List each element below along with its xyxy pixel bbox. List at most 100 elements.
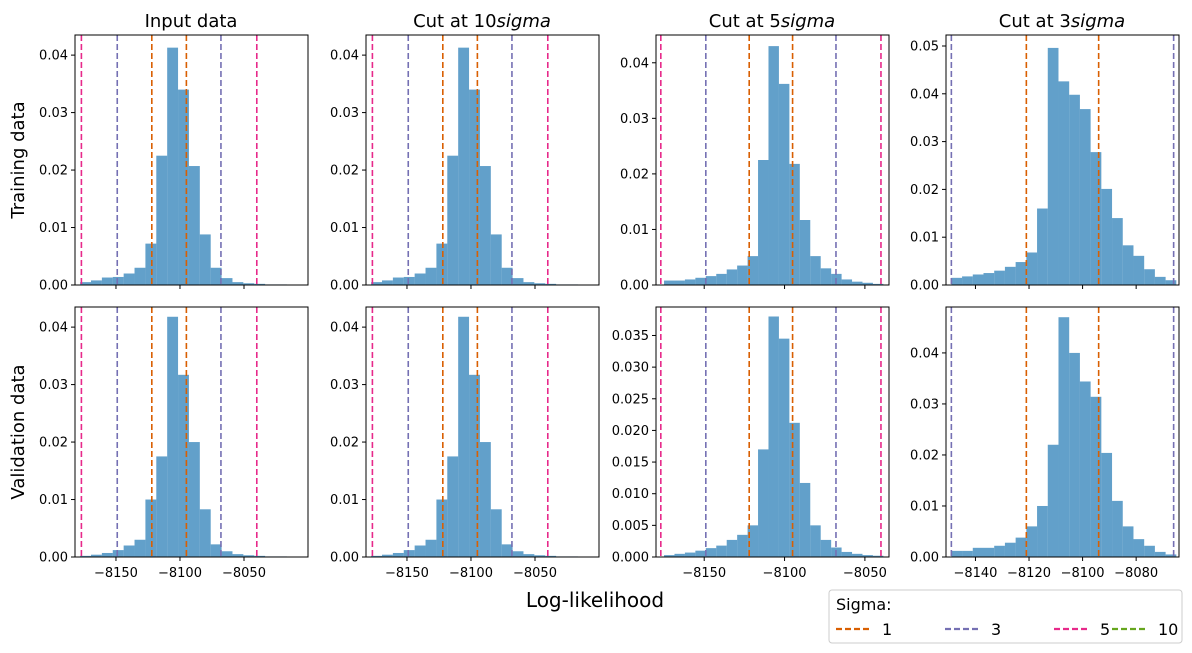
histogram-bar bbox=[545, 283, 557, 285]
histogram-bar bbox=[1122, 245, 1134, 285]
histogram-bar bbox=[862, 282, 873, 285]
histogram-bar bbox=[178, 89, 189, 285]
panel-frame bbox=[74, 34, 309, 286]
y-tick-label: 0.03 bbox=[39, 378, 68, 393]
histogram-bar bbox=[664, 555, 675, 557]
histogram-bar bbox=[80, 282, 92, 285]
histogram-bar bbox=[254, 283, 266, 285]
histogram-bar bbox=[91, 280, 102, 285]
histogram-bar bbox=[414, 545, 426, 557]
histogram-bar bbox=[726, 269, 738, 285]
panel-frame bbox=[945, 306, 1180, 558]
histogram-bar bbox=[695, 277, 706, 285]
histogram-bar bbox=[768, 316, 779, 557]
histogram-bar bbox=[469, 89, 480, 285]
histogram-bar bbox=[1047, 444, 1059, 557]
histogram-bar bbox=[371, 555, 383, 557]
histogram-bar bbox=[972, 274, 984, 285]
histogram-bar bbox=[684, 279, 696, 285]
histogram-bar bbox=[512, 551, 524, 557]
histogram-bar bbox=[1004, 542, 1016, 557]
histogram-bar bbox=[1165, 554, 1177, 557]
histogram-bar bbox=[994, 270, 1005, 285]
y-tick-label: 0.03 bbox=[910, 135, 939, 150]
legend: Sigma: 1 3 5 10 bbox=[828, 589, 1183, 644]
y-tick-label: 0.02 bbox=[39, 436, 68, 451]
histogram-bar bbox=[1026, 252, 1038, 285]
x-tick-label: −8050 bbox=[843, 566, 887, 581]
panel-title-input: Input data bbox=[145, 11, 238, 32]
y-tick-label: 0.00 bbox=[330, 551, 359, 566]
y-tick-label: 0.00 bbox=[910, 279, 939, 294]
histogram-bar bbox=[490, 234, 502, 285]
y-tick-label: 0.02 bbox=[910, 448, 939, 463]
histogram-bar bbox=[1133, 539, 1145, 557]
y-tick-label: 0.02 bbox=[330, 164, 359, 179]
panel-title-cut-3: Cut at 3sigma bbox=[999, 11, 1125, 32]
row-label-validation: Validation data bbox=[8, 364, 29, 499]
x-tick-label: −8050 bbox=[513, 566, 557, 581]
x-tick-label: −8050 bbox=[222, 566, 266, 581]
histogram-bar bbox=[501, 267, 513, 285]
histogram-bar bbox=[747, 256, 759, 285]
legend-label-sigma-3: 3 bbox=[991, 620, 1001, 639]
y-tick-label: 0.015 bbox=[612, 456, 649, 471]
histogram-bar bbox=[841, 551, 853, 557]
histogram-bar bbox=[820, 268, 832, 285]
histogram-bar bbox=[789, 422, 800, 557]
y-tick-label: 0.025 bbox=[612, 392, 649, 407]
y-tick-label: 0.04 bbox=[620, 56, 649, 71]
histogram-bar bbox=[758, 160, 769, 285]
histogram-bar bbox=[80, 555, 92, 557]
x-tick-label: −8140 bbox=[953, 566, 997, 581]
histogram-bar bbox=[458, 316, 470, 557]
histogram-bar bbox=[810, 256, 821, 285]
x-tick-label: −8150 bbox=[682, 566, 726, 581]
legend-label-sigma-10: 10 bbox=[1158, 620, 1178, 639]
histogram-bar bbox=[778, 83, 790, 285]
y-tick-label: 0.03 bbox=[39, 106, 68, 121]
histogram-bar bbox=[101, 552, 113, 557]
histogram-bar bbox=[1090, 152, 1102, 285]
panels-group: 0.00 0.01 0.02 0.03 0.04 0.00 0.01 0.02 0.03 0.04… bbox=[39, 34, 1180, 581]
histogram-bar bbox=[458, 47, 470, 285]
y-tick-label: 0.04 bbox=[910, 346, 939, 361]
x-tick-label: −8100 bbox=[158, 566, 202, 581]
x-tick-label: −8100 bbox=[1061, 566, 1105, 581]
histogram-bar bbox=[1079, 381, 1091, 557]
y-tick-label: 0.01 bbox=[39, 493, 68, 508]
y-tick-label: 0.04 bbox=[39, 321, 68, 336]
histogram-bar bbox=[112, 276, 124, 285]
panel-frame bbox=[655, 34, 890, 286]
y-tick-label: 0.02 bbox=[330, 436, 359, 451]
histogram-bar bbox=[188, 166, 200, 285]
histogram-bar bbox=[436, 499, 448, 557]
histogram-bar bbox=[684, 552, 696, 557]
panel-title-cut-5: Cut at 5sigma bbox=[709, 11, 835, 32]
panel-validation-1: 0.00 0.01 0.02 0.03 0.04 −8150 −8100 −8050 bbox=[330, 306, 600, 581]
histogram-bar bbox=[178, 374, 189, 557]
histogram-bar bbox=[145, 499, 157, 557]
y-tick-label: 0.03 bbox=[620, 112, 649, 127]
histogram-bar bbox=[695, 550, 706, 557]
histogram-bar bbox=[254, 555, 266, 557]
legend-title: Sigma: bbox=[836, 595, 892, 614]
x-tick-label: −8100 bbox=[449, 566, 493, 581]
histogram-bar bbox=[810, 525, 821, 557]
histogram-bar bbox=[534, 555, 546, 557]
y-tick-label: 0.035 bbox=[612, 329, 649, 344]
histogram-bar bbox=[1144, 545, 1155, 557]
histogram-bar bbox=[123, 273, 135, 285]
histogram-bar bbox=[156, 456, 168, 557]
y-tick-label: 0.04 bbox=[330, 49, 359, 64]
histogram-bar bbox=[199, 509, 211, 557]
row-label-training: Training data bbox=[8, 101, 29, 219]
histogram-bar bbox=[112, 550, 124, 557]
legend-frame bbox=[828, 589, 1183, 644]
histogram-bar bbox=[134, 267, 146, 285]
histogram-bar bbox=[425, 267, 437, 285]
histogram-bar bbox=[232, 282, 244, 285]
histogram-bar bbox=[1058, 81, 1070, 285]
histogram-bar bbox=[1079, 109, 1091, 285]
x-tick-label: −8120 bbox=[1007, 566, 1051, 581]
